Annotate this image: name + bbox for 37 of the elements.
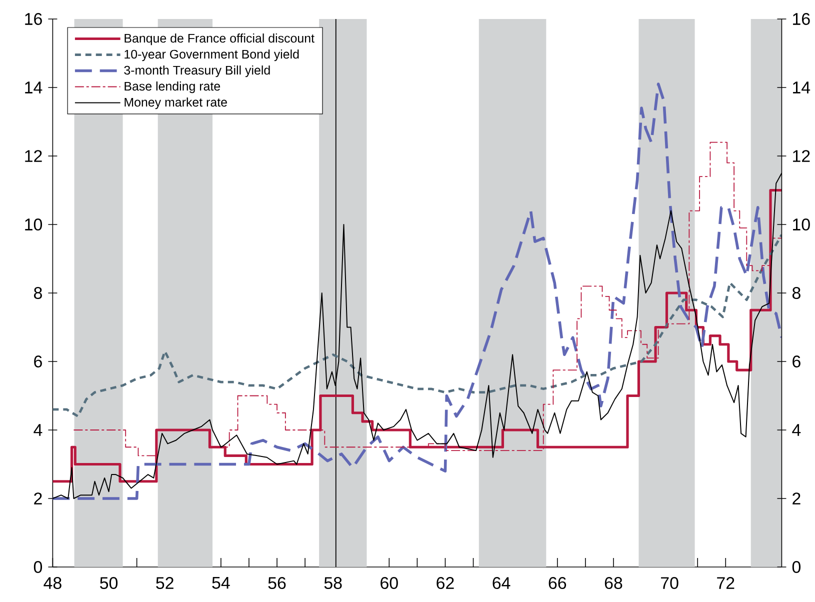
y-tick-label: 4 bbox=[34, 424, 42, 436]
y2-tick-label: 8 bbox=[792, 287, 800, 299]
y2-tick-label: 0 bbox=[792, 561, 800, 573]
y2-tick-label: 14 bbox=[793, 82, 810, 94]
x-tick-label: 54 bbox=[212, 577, 230, 589]
y-tick-label: 14 bbox=[25, 82, 42, 94]
x-tick-label: 60 bbox=[380, 577, 398, 590]
line-series bbox=[52, 82, 782, 500]
x-tick-label: 48 bbox=[44, 577, 62, 590]
x-tick-label: 56 bbox=[268, 577, 286, 590]
x-tick-label: 72 bbox=[717, 577, 734, 589]
legend-label: 3-month Treasury Bill yield bbox=[124, 65, 270, 78]
y-tick-label: 0 bbox=[34, 561, 42, 573]
y-tick-label: 16 bbox=[25, 12, 42, 25]
y2-tick-label: 16 bbox=[793, 12, 810, 25]
y2-tick-label: 10 bbox=[793, 218, 810, 230]
x-tick-label: 66 bbox=[548, 577, 566, 590]
x-tick-label: 70 bbox=[661, 577, 678, 590]
legend-label: Banque de France official discount bbox=[124, 33, 314, 46]
y2-tick-label: 4 bbox=[792, 424, 801, 436]
x-tick-label: 50 bbox=[100, 577, 118, 590]
legend-label: 10-year Government Bond yield bbox=[124, 49, 299, 62]
y-tick-label: 8 bbox=[34, 287, 42, 299]
x-tick-label: 62 bbox=[436, 577, 454, 590]
x-tick-label: 64 bbox=[492, 577, 510, 590]
legend-label: Money market rate bbox=[124, 97, 227, 110]
y2-tick-label: 12 bbox=[793, 150, 810, 162]
x-tick-label: 52 bbox=[156, 577, 174, 590]
y2-tick-label: 2 bbox=[792, 492, 800, 504]
x-tick-label: 68 bbox=[604, 577, 622, 590]
y-tick-label: 6 bbox=[34, 356, 42, 368]
y-tick-label: 12 bbox=[25, 150, 42, 162]
legend-label: Base lending rate bbox=[124, 81, 220, 94]
y2-tick-label: 6 bbox=[792, 356, 800, 368]
y-tick-label: 10 bbox=[25, 218, 42, 230]
x-tick-label: 58 bbox=[324, 577, 342, 590]
y-tick-label: 2 bbox=[34, 492, 42, 504]
